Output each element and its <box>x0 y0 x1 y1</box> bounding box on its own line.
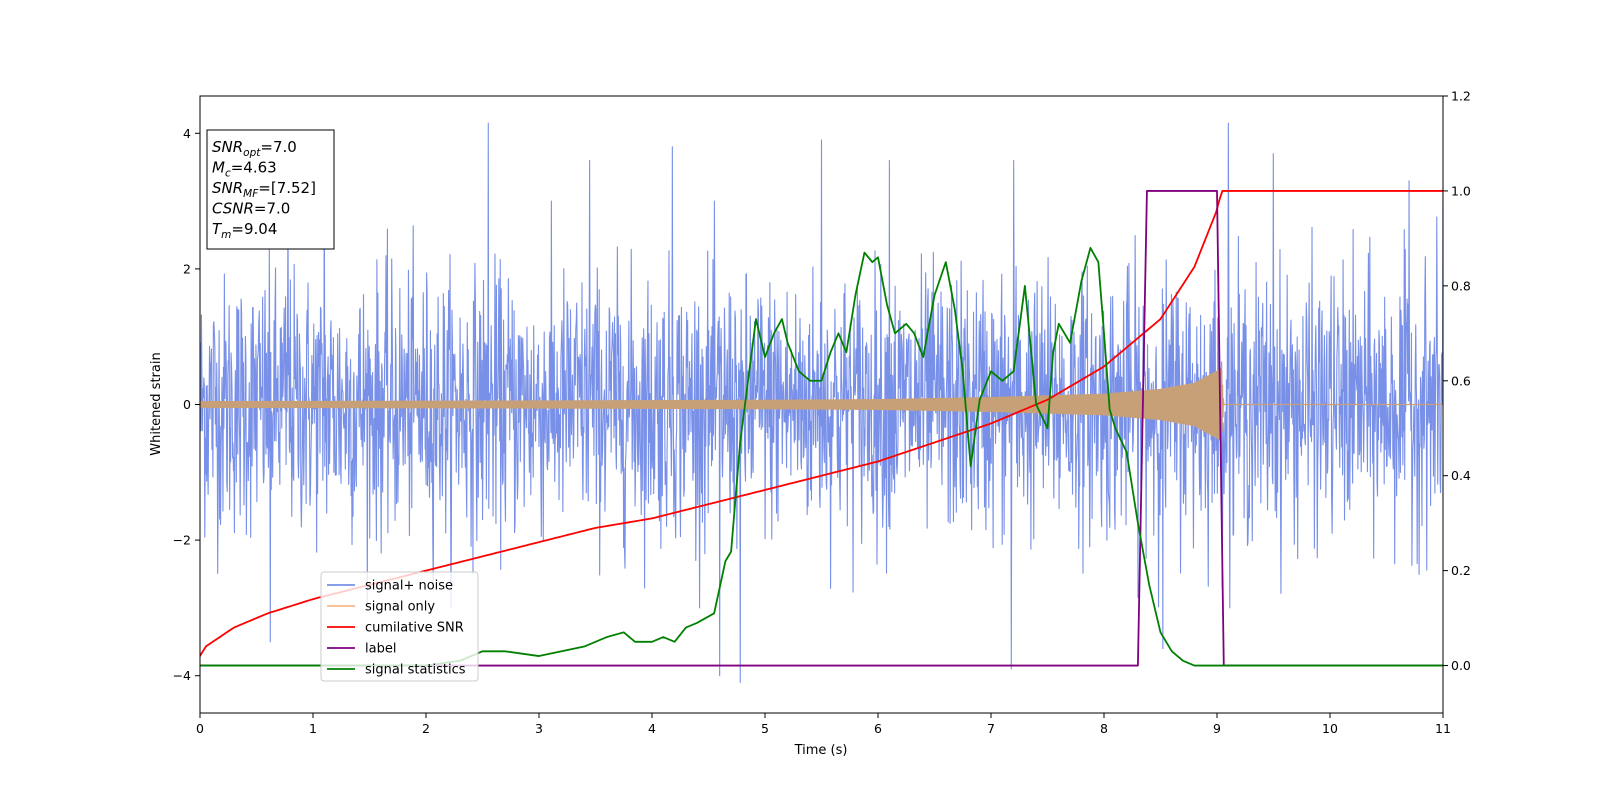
y-tick-label: −2 <box>173 533 191 548</box>
y2-tick-label: 1.2 <box>1451 89 1471 104</box>
y-tick-label: 2 <box>183 261 191 276</box>
legend: signal+ noise signal only cumilative SNR la… <box>320 571 479 682</box>
legend-label: signal only <box>365 600 435 615</box>
y2-tick-label: 0.0 <box>1451 658 1471 673</box>
series-line-signal-noise <box>200 122 1443 684</box>
x-axis-label: Time (s) <box>794 743 848 758</box>
legend-label: cumilative SNR <box>365 621 464 636</box>
x-tick-label: 0 <box>196 721 204 736</box>
x-tick-label: 3 <box>535 721 543 736</box>
x-tick-label: 9 <box>1213 721 1221 736</box>
x-tick-label: 5 <box>761 721 769 736</box>
legend-label: label <box>365 642 396 657</box>
info-line: SNRopt=7.0 <box>212 138 297 159</box>
series-line-signal-statistics <box>200 246 1443 667</box>
y2-tick-label: 1.0 <box>1451 183 1471 198</box>
legend-frame <box>320 571 479 682</box>
x-tick-label: 4 <box>648 721 656 736</box>
x-axis: 0 1 2 3 4 5 6 7 8 9 10 11 <box>196 713 1451 736</box>
y-axis-label: Whitened strain <box>149 352 164 455</box>
legend-label: signal+ noise <box>365 579 453 594</box>
legend-label: signal statistics <box>365 663 466 678</box>
series-line-signal-only <box>200 367 1443 442</box>
x-tick-label: 1 <box>309 721 317 736</box>
y-tick-label: 4 <box>183 126 191 141</box>
x-tick-label: 7 <box>987 721 995 736</box>
y2-tick-label: 0.8 <box>1451 278 1471 293</box>
y-tick-label: −4 <box>173 668 191 683</box>
x-tick-label: 8 <box>1100 721 1108 736</box>
info-line: Mc=4.63 <box>212 159 277 180</box>
x-tick-label: 10 <box>1322 721 1338 736</box>
x-tick-label: 6 <box>874 721 882 736</box>
info-line: CSNR=7.0 <box>212 200 290 218</box>
info-box-frame <box>206 129 335 250</box>
info-line: Tm=9.04 <box>212 220 277 241</box>
x-tick-label: 11 <box>1435 721 1451 736</box>
info-line: SNRMF=[7.52] <box>212 179 316 200</box>
x-tick-label: 2 <box>422 721 430 736</box>
y-axis-right: 0.0 0.2 0.4 0.6 0.8 1.0 1.2 <box>1443 89 1471 673</box>
y2-tick-label: 0.6 <box>1451 373 1471 388</box>
y-tick-label: 0 <box>183 397 191 412</box>
y2-tick-label: 0.4 <box>1451 468 1471 483</box>
y2-tick-label: 0.2 <box>1451 563 1471 578</box>
y-axis-left: −4 −2 0 2 4 <box>173 126 200 683</box>
